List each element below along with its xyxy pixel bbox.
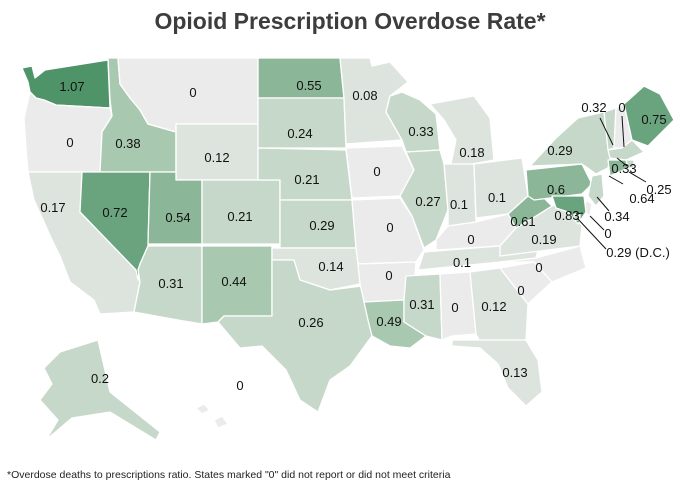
state-shapes [21,57,675,441]
state-value-label-ky: 0 [467,232,474,247]
state-value-label-vt: 0.32 [581,100,606,115]
state-il [399,149,449,249]
state-in [443,163,477,227]
state-value-label-hi: 0 [236,378,243,393]
state-value-label-fl: 0.13 [502,365,527,380]
state-value-label-mi: 0.18 [459,145,484,160]
state-value-label-va: 0.19 [531,232,556,247]
state-wi [385,91,441,153]
state-value-label-pa: 0.6 [547,182,565,197]
state-value-labels: 1.07 0 0.17 0.38 0.72 0 0.12 0.54 0.31 0.21 0.44 0.… [40,78,671,393]
state-value-label-nd: 0.55 [296,78,321,93]
state-value-label-oh: 0.1 [488,190,506,205]
state-value-label-ks: 0.29 [309,218,334,233]
state-value-label-wy: 0.12 [204,150,229,165]
state-value-label-ct: 0.64 [629,191,654,206]
state-mo [351,197,425,265]
state-value-label-sd: 0.24 [287,126,312,141]
state-value-label-la: 0.49 [376,314,401,329]
state-tx [217,259,373,413]
state-value-label-nc: 0 [535,260,542,275]
state-value-label-ia: 0 [373,164,380,179]
state-value-label-ut: 0.54 [165,210,190,225]
state-value-label-ar: 0 [385,268,392,283]
state-value-label-ny: 0.29 [547,143,572,158]
state-value-label-de: 0 [604,226,611,241]
state-value-label-md: 0.83 [554,208,579,223]
state-value-label-ok: 0.14 [318,259,343,274]
leader-line-nj [596,196,610,212]
leader-line-md [575,212,584,215]
footnote: *Overdose deaths to prescriptions ratio.… [7,469,451,481]
state-value-label-mt: 0 [189,85,196,100]
leader-line-ma [616,157,628,167]
state-value-label-in: 0.1 [450,197,468,212]
state-value-label-dc: 0.29 (D.C.) [606,245,670,260]
state-value-label-il: 0.27 [415,194,440,209]
state-value-label-ca: 0.17 [40,200,65,215]
state-nc [499,245,587,283]
state-fl [451,339,543,407]
state-value-label-az: 0.31 [158,276,183,291]
leader-line-dc [576,217,607,250]
state-nj [587,173,605,207]
state-ak [39,339,161,441]
leader-line-de [589,215,605,231]
leader-line-ri [628,171,647,183]
state-value-label-id: 0.38 [115,136,140,151]
state-value-label-or: 0 [66,135,73,150]
state-value-label-ak: 0.2 [91,371,109,386]
state-value-label-tn: 0.1 [453,255,471,270]
state-value-label-sc: 0 [517,283,524,298]
state-value-label-ri: 0.25 [646,182,671,197]
state-value-label-ga: 0.12 [481,299,506,314]
state-value-label-mo: 0 [386,220,393,235]
state-value-label-ma: 0.33 [611,161,636,176]
state-value-label-me: 0.75 [641,112,666,127]
state-value-label-ne: 0.21 [294,172,319,187]
leader-line-nh [621,115,625,148]
state-ma [607,139,645,161]
state-value-label-tx: 0.26 [298,315,323,330]
state-value-label-nj: 0.34 [604,209,629,224]
leader-line-ct [608,175,624,185]
leader-line-vt [599,117,614,146]
state-value-label-co: 0.21 [227,209,252,224]
state-value-label-ms: 0.31 [409,297,434,312]
state-value-label-mn: 0.08 [352,88,377,103]
state-value-label-wv: 0.61 [510,214,535,229]
state-value-label-al: 0 [451,300,458,315]
map-title: Opioid Prescription Overdose Rate* [154,8,546,34]
state-hi [195,403,229,429]
state-value-label-nv: 0.72 [102,205,127,220]
state-value-label-nh: 0 [618,100,625,115]
state-value-label-wi: 0.33 [408,124,433,139]
state-value-label-nm: 0.44 [221,274,246,289]
state-al [439,271,477,341]
leader-lines [575,115,647,250]
state-ut [147,171,203,245]
state-value-label-wa: 1.07 [59,79,84,94]
